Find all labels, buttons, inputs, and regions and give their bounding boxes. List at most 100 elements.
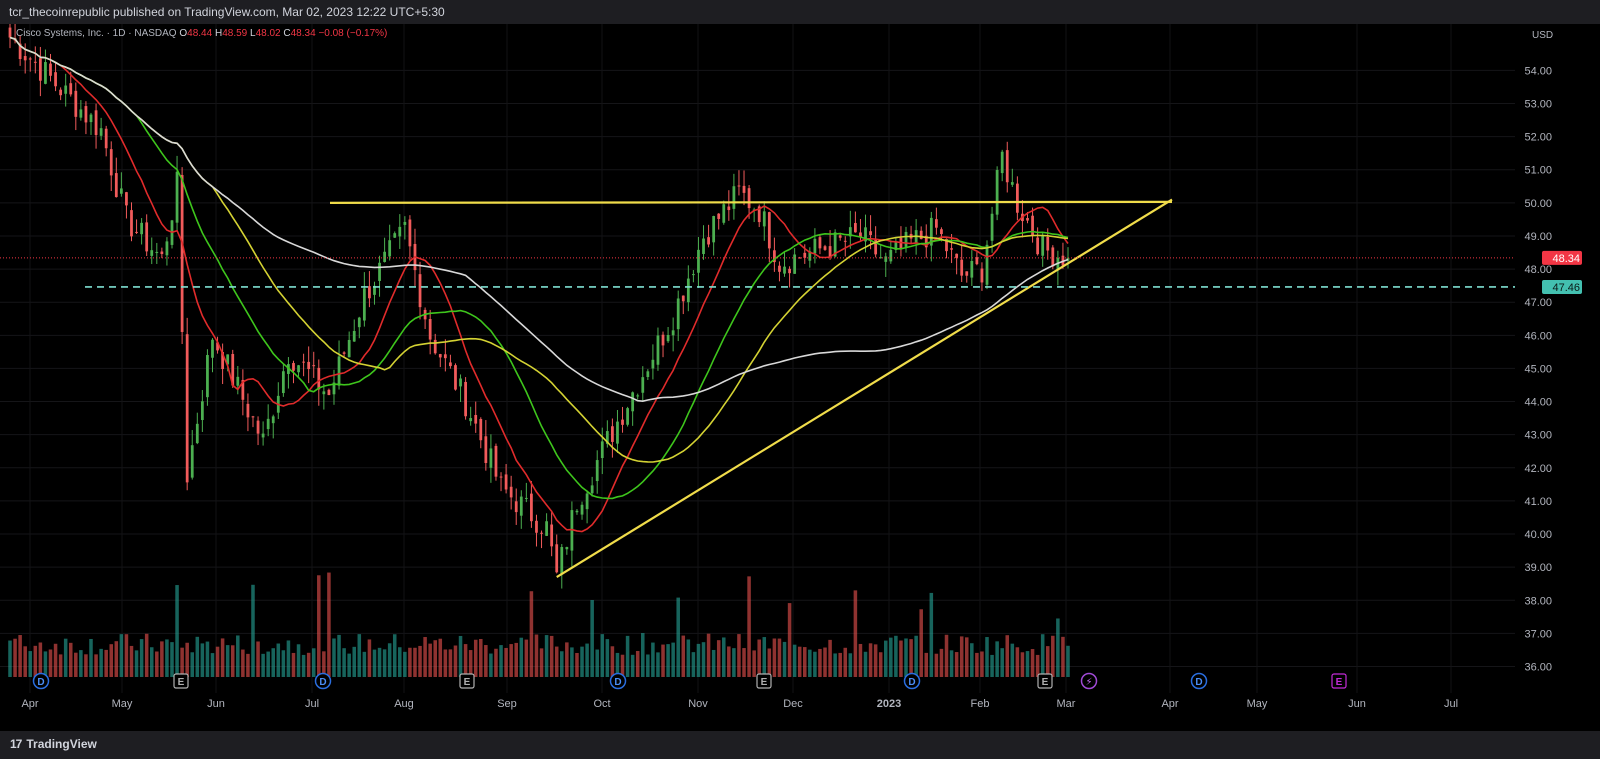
volume-bar <box>934 653 939 677</box>
volume-bar <box>372 649 377 677</box>
event-marker-E[interactable]: E <box>1037 673 1053 689</box>
tradingview-brand[interactable]: 17 TradingView <box>10 737 97 751</box>
event-marker-D[interactable]: D <box>314 672 332 690</box>
candle-body <box>661 334 665 346</box>
volume-bar <box>823 647 827 677</box>
candle-body <box>616 421 619 444</box>
event-marker-E[interactable]: E <box>459 673 475 689</box>
event-marker-E[interactable]: E <box>1331 673 1347 689</box>
volume-bar <box>23 646 27 677</box>
volume-bar <box>838 652 842 677</box>
candle-body <box>874 240 878 255</box>
candle-body <box>211 339 214 358</box>
volume-bar <box>433 640 437 677</box>
volume-bar <box>803 647 807 677</box>
plot-background <box>0 24 1515 693</box>
candle-body <box>975 257 979 265</box>
y-tick-label: 47.00 <box>1524 297 1552 309</box>
candle-body <box>555 544 559 573</box>
event-marker-D[interactable]: D <box>32 672 50 690</box>
volume-bar <box>610 646 615 677</box>
candle-body <box>135 231 138 233</box>
event-marker-E[interactable]: E <box>756 673 772 689</box>
volume-bar <box>1025 651 1030 677</box>
candle-body <box>666 335 670 342</box>
candle-body <box>692 274 695 276</box>
volume-bar <box>418 645 422 677</box>
volume-bar <box>473 639 478 677</box>
volume-bar <box>858 643 863 677</box>
volume-bar <box>230 645 235 677</box>
x-tick-label: Jun <box>207 698 225 710</box>
volume-bar <box>560 651 564 677</box>
currency-label: USD <box>1532 30 1553 41</box>
volume-bar <box>868 643 873 677</box>
volume-bar <box>84 654 88 677</box>
candle-body <box>767 212 771 249</box>
volume-bar <box>696 643 701 677</box>
candle-body <box>251 416 255 418</box>
y-tick-label: 38.00 <box>1524 595 1552 607</box>
candle-body <box>621 419 624 425</box>
candle-body <box>869 231 872 236</box>
candle-body <box>469 418 473 422</box>
volume-bar <box>646 654 650 677</box>
volume-bar <box>904 638 908 677</box>
volume-bar <box>144 633 149 677</box>
volume-bar <box>787 603 792 677</box>
candles <box>8 24 1070 589</box>
volume-bar <box>104 649 108 677</box>
event-marker-D[interactable]: D <box>609 672 627 690</box>
candle-body <box>180 175 184 332</box>
candle-body <box>884 256 888 262</box>
volume-bar <box>170 642 174 677</box>
volume-bar <box>635 650 640 677</box>
volume-bar <box>109 644 114 677</box>
x-tick-label: May <box>1247 698 1268 710</box>
event-marker-D[interactable]: D <box>903 672 921 690</box>
volume-bar <box>276 643 281 677</box>
volume-bar <box>28 651 33 677</box>
open-value: 48.44 <box>187 28 213 39</box>
volume-bar <box>899 640 903 677</box>
candle-body <box>175 171 179 223</box>
footer-bar: 17 TradingView <box>0 731 1600 759</box>
candle-body <box>438 354 442 358</box>
candle-body <box>833 232 837 257</box>
time-axis-panel <box>0 693 1600 731</box>
x-tick-label: Jul <box>305 698 319 710</box>
y-tick-label: 50.00 <box>1524 198 1552 210</box>
y-tick-label: 46.00 <box>1524 330 1552 342</box>
candle-body <box>347 339 351 358</box>
marker-label: D <box>319 677 326 688</box>
candle-body <box>109 149 113 176</box>
y-tick-label: 41.00 <box>1524 496 1552 508</box>
volume-bar <box>661 644 665 677</box>
candle-body <box>783 266 786 274</box>
x-tick-label: Mar <box>1057 698 1076 710</box>
candle-body <box>514 501 518 513</box>
volume-bar <box>377 647 382 677</box>
event-marker-lightning[interactable]: ⚡ <box>1080 672 1098 690</box>
volume-bar <box>620 654 625 677</box>
volume-bar <box>959 636 964 677</box>
marker-label: ⚡ <box>1085 677 1092 688</box>
volume-bar <box>453 645 458 677</box>
candle-body <box>702 238 705 254</box>
earnings-marker-box <box>1331 673 1347 689</box>
y-tick-label: 42.00 <box>1524 463 1552 475</box>
candle-body <box>793 254 797 274</box>
event-marker-D[interactable]: D <box>1190 672 1208 690</box>
y-tick-label: 45.00 <box>1524 363 1552 375</box>
candle-body <box>757 206 761 223</box>
volume-bar <box>570 647 574 677</box>
volume-bar <box>630 654 635 677</box>
volume-bar <box>387 643 392 677</box>
candle-body <box>499 476 503 478</box>
candle-body <box>454 365 457 390</box>
event-marker-E[interactable]: E <box>173 673 189 689</box>
volume-bar <box>534 634 539 677</box>
price-chart[interactable]: 54.00 53.00 52.00 51.00 50.00 49.00 48.00 47.00… <box>0 24 1600 731</box>
candle-body <box>322 391 326 395</box>
